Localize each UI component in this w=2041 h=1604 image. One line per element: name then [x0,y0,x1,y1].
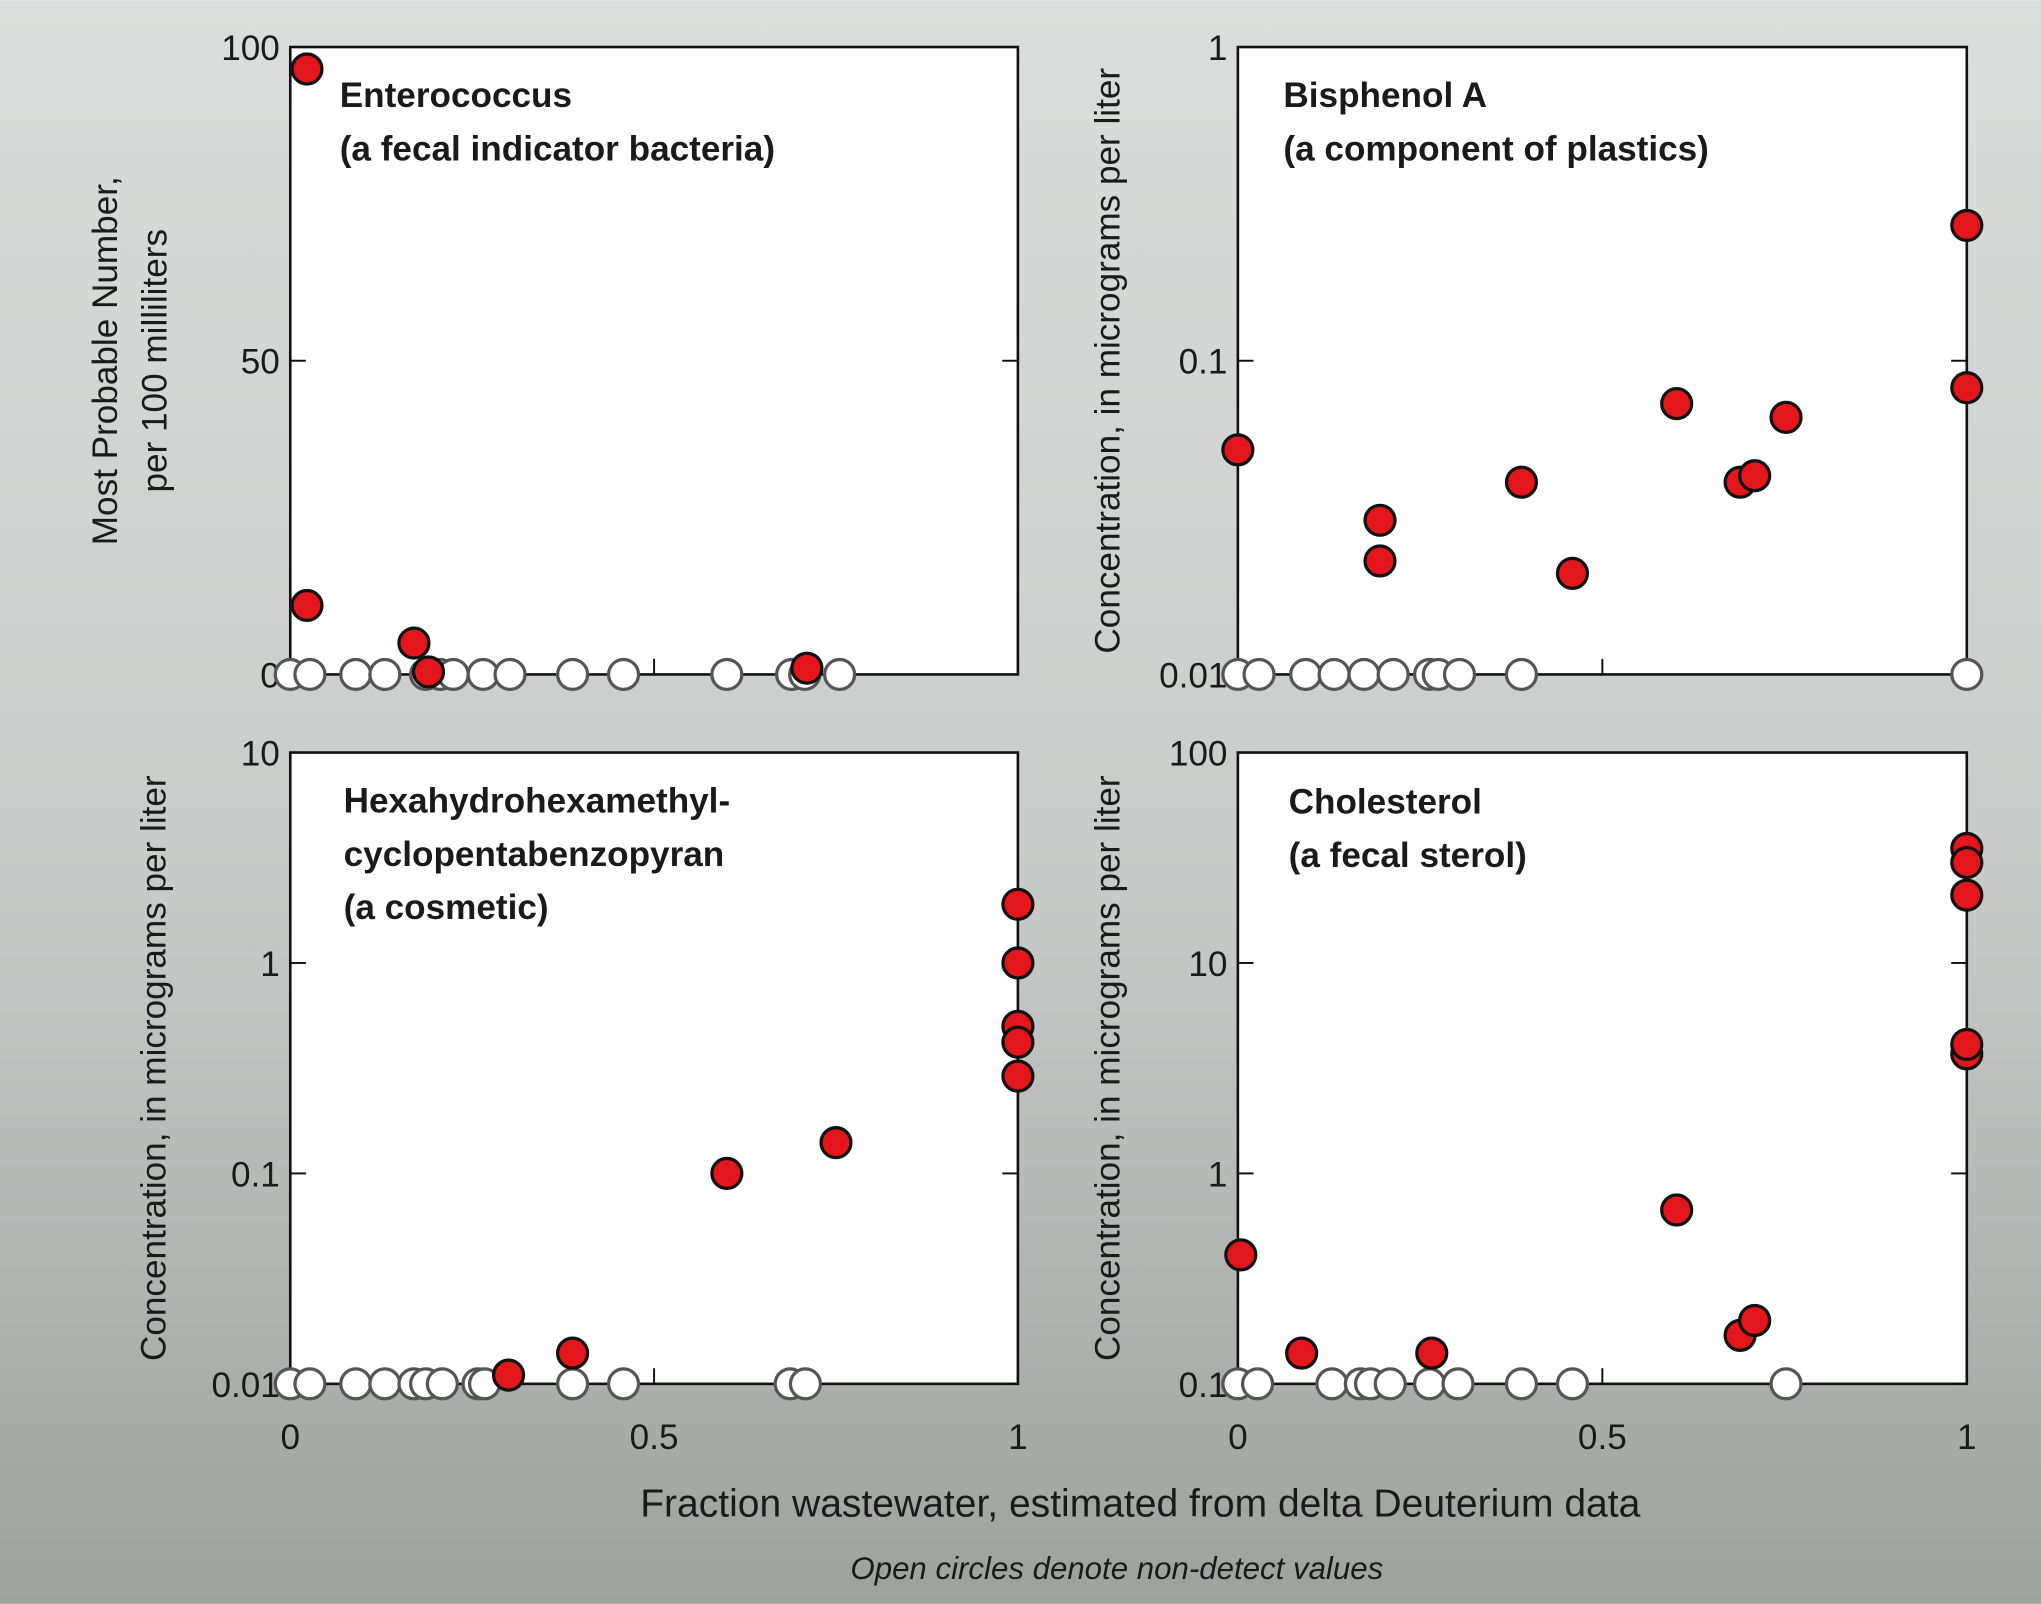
data-point [494,1360,524,1390]
y-tick-label: 0.1 [231,1155,280,1194]
y-axis-label: per 100 milliliters [136,229,175,493]
data-point [341,659,371,689]
data-point [1952,210,1982,240]
data-point [370,1369,400,1399]
data-point [1557,558,1587,588]
panel-title: cyclopentabenzopyran [344,835,725,874]
data-point [1319,659,1349,689]
data-point [1952,659,1982,689]
panel-title: (a fecal sterol) [1289,836,1527,875]
data-point [427,1369,457,1399]
data-point [1003,889,1033,919]
data-point [1662,389,1692,419]
data-point [1243,1369,1273,1399]
y-tick-label: 0.1 [1179,1366,1228,1405]
figure: Fraction wastewater, estimated from delt… [0,0,2041,1604]
y-tick-label: 100 [221,29,280,68]
data-point [1317,1369,1347,1399]
data-point [609,659,639,689]
data-point [399,628,429,658]
data-point [1740,461,1770,491]
data-point [292,590,322,620]
data-point [712,659,742,689]
data-point [558,659,588,689]
x-tick-label: 1 [1008,1418,1028,1457]
data-point [1952,880,1982,910]
y-axis-label: Concentration, in micrograms per liter [1088,68,1127,654]
data-point [1506,659,1536,689]
data-point [1378,659,1408,689]
data-point [1365,546,1395,576]
data-point [1952,373,1982,403]
data-point [1226,1240,1256,1270]
y-tick-label: 10 [241,735,280,774]
x-axis-label: Fraction wastewater, estimated from delt… [640,1483,1640,1526]
data-point [790,1369,820,1399]
data-point [1244,659,1274,689]
data-point [414,657,444,687]
x-tick-label: 0 [280,1418,300,1457]
data-point [1003,948,1033,978]
panel-title: Enterococcus [340,76,572,115]
data-point [1445,659,1475,689]
data-point [1771,1369,1801,1399]
data-point [1952,848,1982,878]
panel-title: Cholesterol [1289,783,1482,822]
page: Fraction wastewater, estimated from delt… [0,0,2041,1604]
data-point [295,659,325,689]
data-point [792,653,822,683]
data-point [1415,1369,1445,1399]
data-point [1771,402,1801,432]
data-point [370,659,400,689]
y-axis-label: Most Probable Number, [86,176,125,545]
data-point [341,1369,371,1399]
data-point [1287,1338,1317,1368]
data-point [1365,505,1395,535]
data-point [1375,1369,1405,1399]
y-tick-label: 1 [1208,1155,1228,1194]
data-point [1223,435,1253,465]
y-tick-label: 50 [241,343,280,382]
y-tick-label: 1 [1208,29,1228,68]
panel-title: Bisphenol A [1283,76,1487,115]
data-point [495,659,525,689]
y-tick-label: 0.1 [1179,343,1228,382]
panel-title: (a component of plastics) [1283,129,1708,168]
data-point [1557,1369,1587,1399]
y-tick-label: 0.01 [211,1366,279,1405]
y-tick-label: 0.01 [1159,656,1227,695]
data-point [1003,1027,1033,1057]
x-tick-label: 0.5 [630,1418,679,1457]
y-tick-label: 10 [1188,945,1227,984]
data-point [825,659,855,689]
data-point [1506,1369,1536,1399]
data-point [295,1369,325,1399]
data-point [821,1128,851,1158]
data-point [1003,1061,1033,1091]
data-point [1417,1338,1447,1368]
x-tick-label: 1 [1957,1418,1977,1457]
data-point [1952,1029,1982,1059]
data-point [1291,659,1321,689]
data-point [1662,1195,1692,1225]
data-point [712,1158,742,1188]
data-point [1506,467,1536,497]
y-tick-label: 1 [260,945,280,984]
panel-title: (a cosmetic) [344,888,549,927]
data-point [292,54,322,84]
data-point [1740,1306,1770,1336]
y-axis-label: Concentration, in micrograms per liter [1088,775,1127,1361]
y-tick-label: 100 [1169,735,1228,774]
data-point [558,1338,588,1368]
panel-title: Hexahydrohexamethyl- [344,781,731,820]
data-point [558,1369,588,1399]
data-point [1349,659,1379,689]
data-point [609,1369,639,1399]
data-point [1443,1369,1473,1399]
y-axis-label: Concentration, in micrograms per liter [134,775,173,1361]
panel-title: (a fecal indicator bacteria) [340,129,775,168]
footnote: Open circles denote non-detect values [850,1551,1383,1586]
x-tick-label: 0.5 [1578,1418,1627,1457]
x-tick-label: 0 [1228,1418,1248,1457]
